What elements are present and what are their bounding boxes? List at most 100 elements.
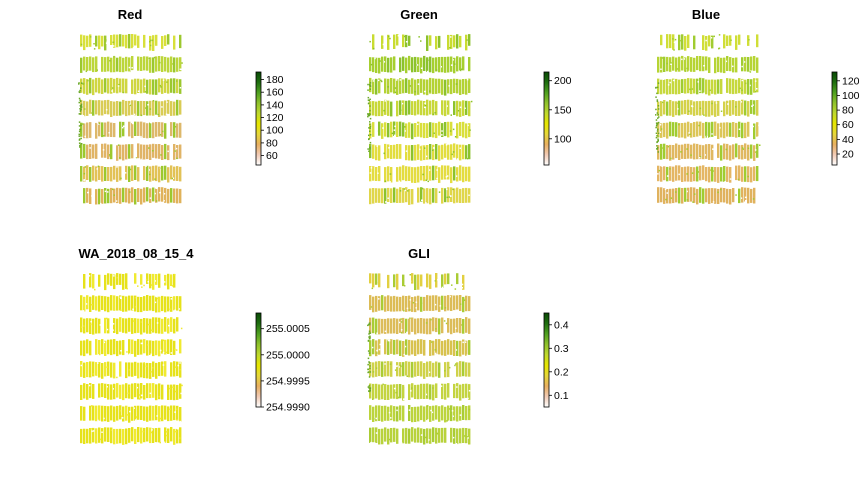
raster-strip [663,166,666,181]
raster-strip [702,188,705,204]
raster-strip [456,318,459,333]
legend-colorbar [255,312,262,408]
raster-speckle [117,85,120,87]
raster-strip [167,384,170,400]
raster-strip [444,406,447,423]
raster-strip [732,57,735,73]
raster-speckle [670,63,672,65]
raster-strip [152,295,155,312]
raster-strip [89,167,92,182]
legend-tick-label: 254.9990 [266,402,310,414]
raster-speckle [449,408,451,410]
raster-edge-pixel [369,148,371,150]
raster-strip [705,188,708,203]
raster-strip [435,78,438,94]
legend-tick-label: 200 [554,75,572,87]
raster-strip [423,101,426,116]
raster-speckle [717,36,720,38]
raster-strip [378,145,381,161]
raster-speckle [681,46,683,48]
raster-strip [429,100,432,115]
raster-strip [110,101,113,117]
raster-strip [92,57,95,73]
raster-speckle [403,353,405,356]
raster-speckle [401,321,403,323]
raster-speckle [666,192,668,194]
raster-speckle [389,173,392,175]
raster-strip [426,295,429,311]
raster-strip [119,384,122,399]
raster-speckle [434,112,437,114]
raster-speckle [409,309,411,311]
raster-strip [164,56,167,72]
raster-strip [465,340,468,356]
raster-strip [173,296,176,311]
raster-strip [756,166,759,182]
raster-speckle [172,63,174,65]
raster-strip [140,383,143,399]
raster-strip [453,166,456,181]
raster-strip [101,363,104,379]
raster-strip [447,56,450,73]
raster-strip [125,187,128,203]
raster-strip [92,144,95,159]
raster-strip [684,143,687,159]
raster-strip [426,79,429,96]
raster-strip [393,121,396,136]
raster-strip [405,57,408,74]
raster-strip [158,317,161,334]
raster-speckle [464,107,466,109]
raster-speckle [175,366,177,368]
raster-strip [684,57,687,72]
raster-speckle [147,104,149,106]
raster-speckle [424,106,426,109]
raster-strip [152,57,155,73]
raster-strip [417,99,420,115]
raster-strip [678,56,681,72]
raster-edge-pixel [657,139,659,142]
raster-speckle [403,398,405,400]
raster-strip [104,78,107,93]
raster-strip [756,100,759,116]
raster-strip [131,187,134,203]
raster-strip [134,318,137,334]
raster-strip [396,188,399,203]
raster-speckle [446,196,449,199]
raster-strip [161,384,164,400]
raster-speckle [174,150,176,152]
raster-strip [402,122,405,137]
raster-strip [384,296,387,312]
raster-edge-pixel [367,371,369,374]
raster-edge-pixel [369,125,372,128]
raster-speckle [157,297,159,300]
raster-speckle [666,175,669,177]
raster-strip [432,317,435,332]
raster-strip [122,57,125,73]
raster-strip [158,187,161,202]
raster-speckle [661,165,663,167]
raster-strip [690,167,693,182]
raster-strip [696,78,699,95]
raster-strip [170,296,173,312]
raster-speckle [114,427,116,429]
raster-strip [125,362,128,379]
raster-strip [708,35,711,47]
raster-edge-pixel [368,134,370,137]
raster-strip [447,339,450,355]
raster-speckle [152,339,154,341]
raster-strip [372,101,375,116]
raster-strip [462,319,465,334]
raster-speckle [113,370,115,372]
raster-speckle [396,365,398,367]
raster-strip [134,361,137,376]
raster-strip [390,361,393,377]
raster-speckle [688,110,690,112]
legend-tick-label: 255.0000 [266,349,310,361]
raster-strip [717,100,720,116]
raster-strip [86,79,89,95]
raster-strip [441,79,444,95]
raster-speckle [394,87,397,89]
raster-edge-pixel [78,133,80,136]
raster-speckle [409,85,411,87]
raster-speckle [686,199,689,201]
